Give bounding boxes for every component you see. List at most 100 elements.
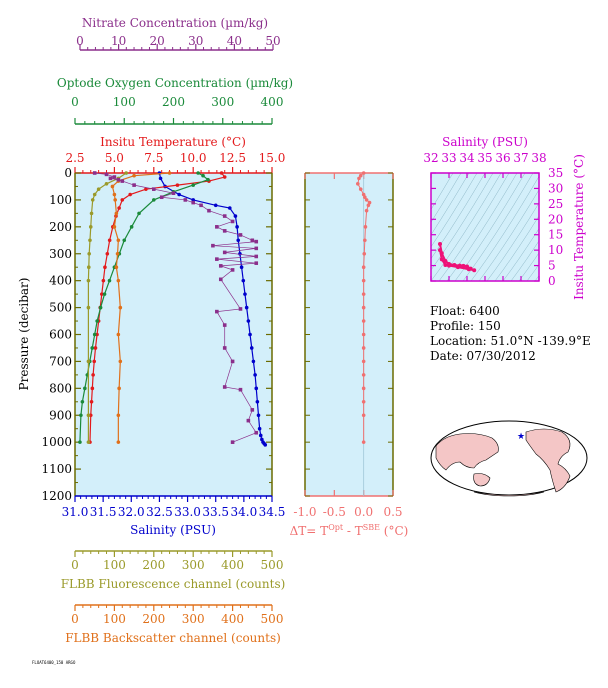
nitrate-axis: Nitrate Concentration (µm/kg) 0 10 20 30 40 5…	[76, 16, 281, 51]
salinity-point	[213, 203, 218, 208]
oxygen-point	[137, 211, 141, 216]
delta-point	[357, 176, 361, 181]
oxygen-axis: Optode Oxygen Concentration (µm/kg) 0 100…	[57, 76, 293, 125]
nitrate-point	[215, 257, 219, 261]
temperature-axis-tick-label: 10.0	[180, 151, 207, 165]
ts-salinity-tick-label: 37	[513, 151, 528, 165]
temperature-point	[219, 171, 224, 175]
backscatter-axis-tick-label: 400	[221, 612, 244, 626]
nitrate-point	[120, 179, 125, 183]
temperature-point	[105, 251, 110, 256]
fluorescence-axis-tick-label: 0	[71, 558, 79, 572]
nitrate-point	[112, 175, 117, 179]
temperature-point	[93, 346, 98, 350]
location-world-map: ★	[430, 420, 588, 497]
oxygen-axis-tick-label: 0	[71, 95, 79, 109]
salinity-point	[158, 176, 163, 181]
delta-point	[356, 181, 360, 186]
fluorescence-point	[92, 192, 97, 197]
oxygen-point	[107, 278, 112, 283]
backscatter-point	[115, 251, 120, 256]
nitrate-point	[250, 238, 255, 243]
nitrate-point	[116, 177, 121, 182]
nitrate-axis-tick-label: 10	[111, 34, 126, 48]
nitrate-point	[211, 243, 215, 248]
ts-temperature-tick-label: 35	[548, 166, 563, 180]
nitrate-point	[254, 239, 259, 244]
fluorescence-axis-tick-label: 100	[103, 558, 126, 572]
delta-panel: -1.0 -0.5 0.0 0.5 ΔT= TOpt - TSBE (°C)	[290, 171, 408, 538]
temperature-axis-tick-label: 12.5	[219, 151, 246, 165]
nitrate-axis-tick-label: 20	[150, 34, 165, 48]
ts-isoline	[431, 173, 478, 248]
temperature-point	[144, 187, 148, 191]
temperature-axis-label: Insitu Temperature (°C)	[100, 135, 246, 149]
temperature-axis-tick-label: 15.0	[259, 151, 286, 165]
salinity-axis: 31.0 31.5 32.0 32.5 33.0 33.5 34.0 34.5 Salinit…	[62, 495, 285, 537]
fluorescence-point	[87, 251, 91, 256]
nitrate-point	[254, 430, 259, 435]
fluorescence-point	[86, 413, 91, 418]
nitrate-point	[222, 385, 227, 389]
nitrate-point	[183, 198, 188, 202]
backscatter-point	[112, 192, 117, 197]
salinity-point	[243, 292, 247, 296]
ts-point	[439, 251, 444, 256]
ts-inset: Salinity (PSU) 32 33 34 35 36 37 3805101520253…	[423, 135, 586, 300]
fluorescence-axis: 0 100 200 300 400 500 FLBB Fluorescence chann…	[61, 550, 285, 591]
ts-density-isolines	[431, 173, 539, 281]
nitrate-point	[171, 191, 176, 195]
backscatter-axis-tick-label: 0	[71, 612, 79, 626]
salinity-axis-tick-label: 31.5	[90, 505, 117, 519]
pressure-tick-label: 1200	[41, 489, 72, 503]
nitrate-point	[199, 203, 203, 208]
oxygen-point	[90, 346, 95, 350]
delta-point	[361, 346, 366, 350]
temperature-point	[89, 399, 94, 404]
salinity-point	[251, 359, 256, 364]
salinity-point	[258, 433, 263, 438]
ts-isoline	[431, 173, 494, 271]
delta-point	[362, 251, 367, 256]
backscatter-point	[114, 211, 119, 216]
nitrate-point	[250, 408, 255, 412]
nitrate-point	[159, 195, 164, 200]
backscatter-point	[116, 332, 121, 337]
nitrate-point	[104, 172, 109, 177]
oxygen-point	[201, 173, 205, 178]
temperature-point	[120, 198, 125, 202]
pressure-tick-label: 800	[49, 381, 72, 395]
ts-isoline	[431, 173, 502, 281]
temperature-point	[107, 238, 112, 243]
nitrate-point	[230, 359, 235, 364]
delta-point	[361, 305, 366, 310]
delta-tick-label: -0.5	[323, 505, 346, 519]
backscatter-point	[118, 305, 123, 310]
oxygen-point	[152, 198, 156, 202]
ts-isoline	[502, 228, 539, 281]
oxygen-axis-tick-label: 100	[113, 95, 136, 109]
float-location-marker: ★	[517, 432, 525, 442]
ts-point	[461, 263, 466, 268]
pressure-tick-label: 500	[49, 301, 72, 315]
salinity-point	[227, 206, 232, 210]
delta-point	[366, 203, 371, 208]
main-profile-panel: Nitrate Concentration (µm/kg) 0 10 20 30 40 5…	[17, 16, 293, 645]
pressure-tick-label: 1000	[41, 435, 72, 449]
backscatter-point	[167, 171, 172, 175]
delta-point	[363, 225, 368, 229]
ts-isoline	[510, 240, 539, 281]
pressure-tick-label: 700	[49, 354, 72, 368]
ts-point	[438, 241, 442, 246]
salinity-axis-tick-label: 32.0	[118, 505, 145, 519]
delta-point	[361, 373, 366, 377]
oxygen-point	[80, 399, 85, 404]
ts-salinity-tick-label: 32	[423, 151, 438, 165]
backscatter-point	[117, 386, 121, 391]
salinity-point	[260, 437, 264, 442]
temperature-point	[175, 183, 180, 187]
delta-point	[361, 171, 366, 175]
temperature-point	[91, 373, 95, 377]
nitrate-point	[191, 200, 195, 205]
temperature-point	[92, 359, 97, 364]
